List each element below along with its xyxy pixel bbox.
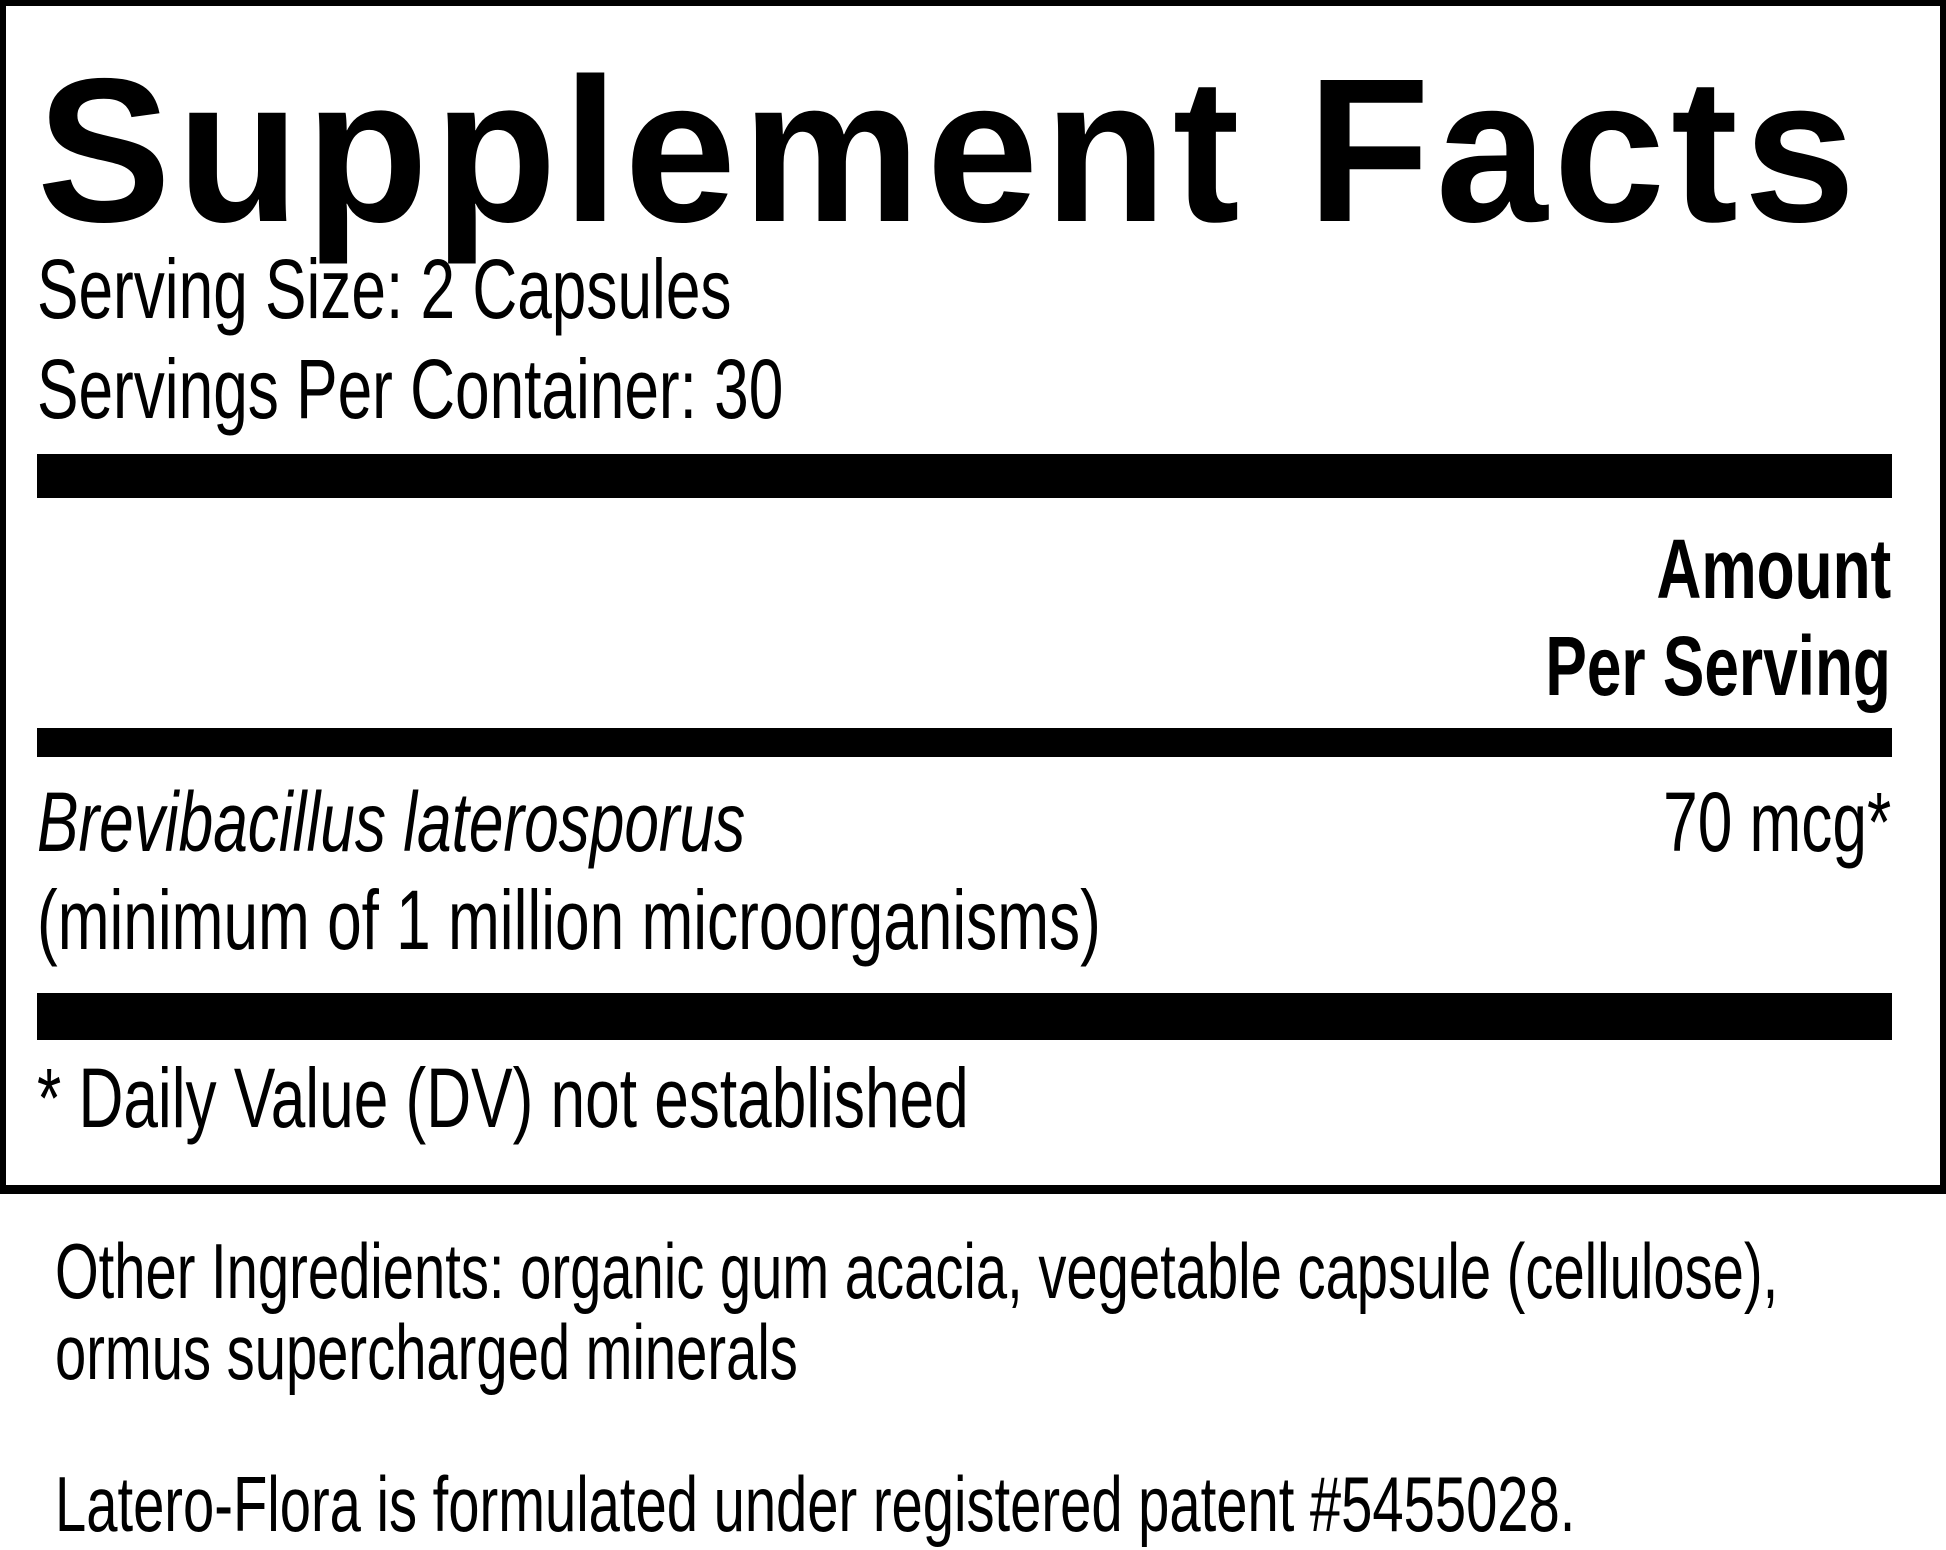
supplement-facts-panel xyxy=(0,0,1946,1194)
patent-note: Latero-Flora is formulated under registe… xyxy=(55,1460,1576,1548)
thick-divider xyxy=(37,454,1892,498)
other-ingredients-line2: ormus supercharged minerals xyxy=(55,1308,798,1396)
amount-header-line1: Amount xyxy=(1656,522,1891,616)
other-ingredients-line1: Other Ingredients: organic gum acacia, v… xyxy=(55,1227,1779,1315)
ingredient-name: Brevibacillus laterosporus xyxy=(37,775,746,869)
serving-size: Serving Size: 2 Capsules xyxy=(37,242,732,336)
amount-header-line2: Per Serving xyxy=(1545,619,1891,713)
panel-title: Supplement Facts xyxy=(37,36,1862,265)
ingredient-detail: (minimum of 1 million microorganisms) xyxy=(37,873,1101,967)
daily-value-footnote: * Daily Value (DV) not established xyxy=(37,1051,969,1145)
servings-per-container: Servings Per Container: 30 xyxy=(37,342,784,436)
thick-divider-bottom xyxy=(37,993,1892,1040)
ingredient-amount: 70 mcg* xyxy=(1662,775,1891,869)
medium-divider xyxy=(37,728,1892,757)
